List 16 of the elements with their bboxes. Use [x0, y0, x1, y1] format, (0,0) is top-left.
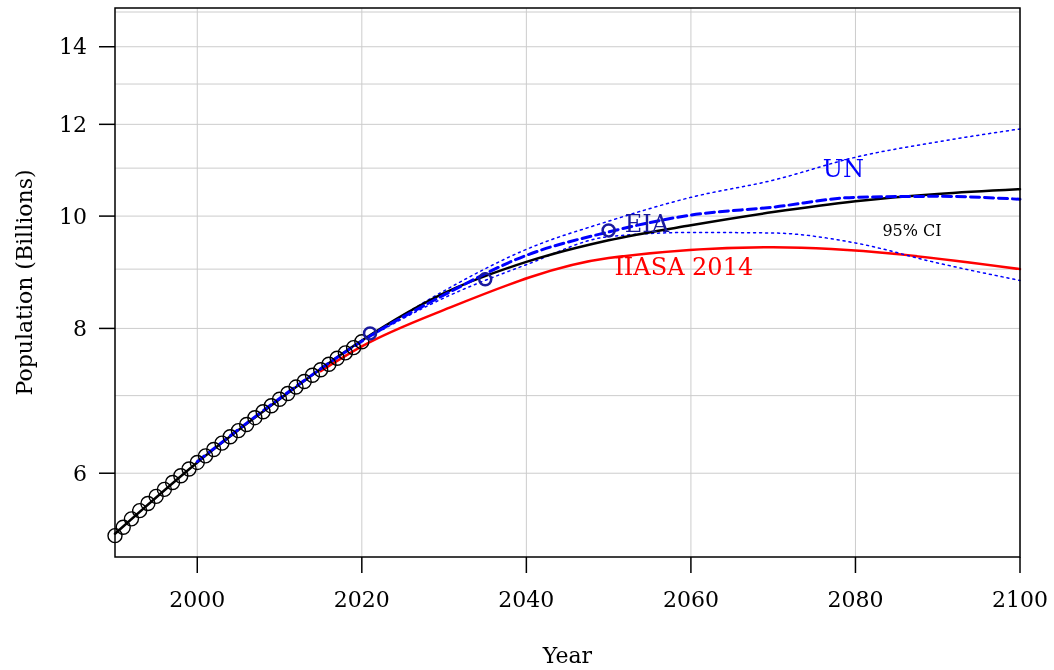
y-tick-label: 10	[59, 203, 87, 229]
x-tick-label: 2080	[827, 587, 884, 612]
x-tick-label: 2000	[169, 587, 226, 612]
annotation: 95% CI	[882, 221, 942, 240]
x-tick-label: 2060	[662, 587, 719, 612]
series-label: IIASA 2014	[614, 253, 754, 282]
x-tick-label: 2020	[333, 587, 390, 612]
x-axis-title: Year	[541, 643, 593, 668]
y-axis-title: Population (Billions)	[12, 169, 37, 396]
y-tick-label: 6	[73, 460, 87, 486]
x-tick-label: 2040	[498, 587, 555, 612]
y-tick-label: 14	[59, 34, 87, 60]
y-tick-label: 8	[73, 316, 87, 342]
y-tick-label: 12	[59, 112, 87, 138]
series-label: UN	[822, 155, 865, 184]
x-tick-label: 2100	[992, 587, 1048, 612]
